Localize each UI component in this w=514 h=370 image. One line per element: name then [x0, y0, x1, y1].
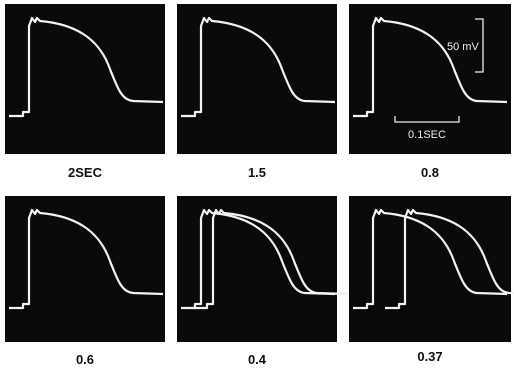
figure: 50 mV 0.1SEC 2SEC 1.5 0.8 0.6 0.4 0.37 [0, 0, 514, 370]
panel-label: 0.8 [421, 165, 439, 180]
panel-label: 1.5 [248, 165, 266, 180]
time-scale-label: 0.1SEC [408, 129, 446, 141]
panel [5, 196, 165, 342]
voltage-scale-label: 50 mV [447, 41, 479, 53]
panel [5, 4, 165, 154]
panel: 50 mV 0.1SEC [349, 4, 511, 154]
panel [349, 196, 514, 342]
panel-label: 0.4 [248, 352, 267, 367]
panel-label: 0.37 [417, 349, 442, 364]
panel-label: 2SEC [68, 165, 103, 180]
panel [177, 196, 347, 342]
panel-label: 0.6 [76, 352, 94, 367]
panel [177, 4, 337, 154]
